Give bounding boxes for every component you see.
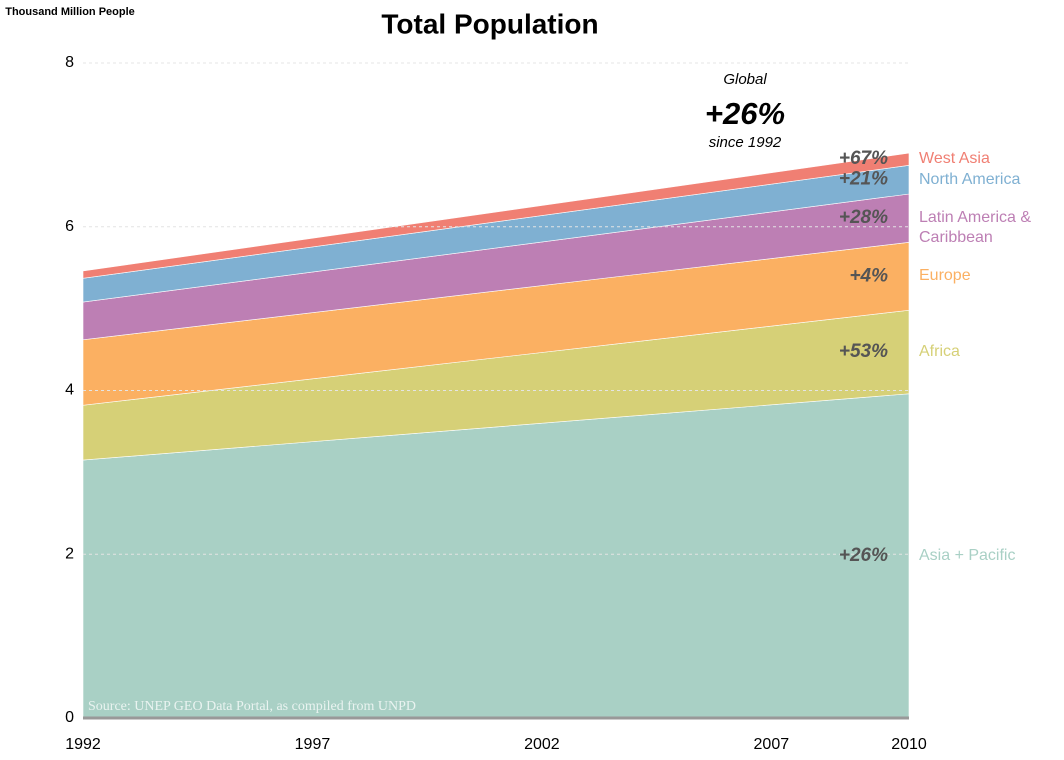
annotation-top: Global [723, 71, 767, 88]
legend-label: West Asia [919, 150, 990, 168]
change-label: +53% [839, 341, 888, 362]
y-axis-label: Thousand Million People [5, 6, 135, 18]
change-label: +26% [839, 545, 888, 566]
y-tick-label: 2 [65, 545, 74, 562]
change-label: +4% [849, 265, 888, 286]
x-tick-label: 2007 [754, 736, 790, 753]
chart-title: Total Population [381, 8, 598, 39]
legend-label: Latin America & Caribbean [919, 209, 1032, 247]
areas [82, 152, 910, 719]
y-tick-label: 0 [65, 709, 74, 726]
legend-label: Africa [919, 343, 960, 361]
annotation-value: +26% [705, 96, 785, 131]
change-label: +21% [839, 169, 888, 190]
change-label: +28% [839, 207, 888, 228]
x-tick-label: 1997 [295, 736, 331, 753]
x-tick-label: 1992 [65, 736, 101, 753]
source-note: Source: UNEP GEO Data Portal, as compile… [88, 699, 416, 714]
change-label: +67% [839, 148, 888, 169]
x-tick-label: 2002 [524, 736, 560, 753]
legend-label: Europe [919, 267, 971, 285]
annotation-bottom: since 1992 [709, 134, 782, 151]
area [82, 152, 910, 279]
y-tick-label: 6 [65, 218, 74, 235]
legend-label: Asia + Pacific [919, 546, 1016, 564]
y-tick-label: 8 [65, 54, 74, 71]
x-tick-label: 2010 [891, 736, 927, 753]
y-tick-label: 4 [65, 382, 74, 399]
legend-label: North America [919, 170, 1021, 188]
